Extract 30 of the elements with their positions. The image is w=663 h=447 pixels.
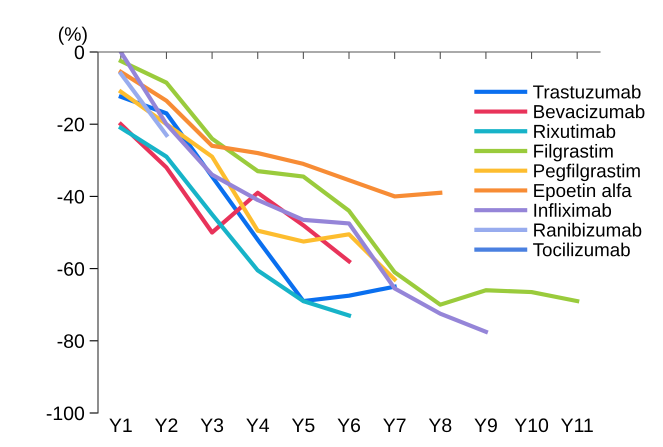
y-tick-label: -60 [58, 262, 84, 276]
legend-label: Bevacizumab [534, 104, 644, 118]
line-series [118, 52, 488, 334]
y-axis-title: (%) [58, 26, 87, 45]
x-tick-label: Y1 [109, 418, 132, 432]
line-series [118, 126, 352, 318]
x-tick-label: Y2 [154, 418, 178, 432]
line-series [118, 70, 442, 198]
legend-label: Tocilizumab [533, 242, 630, 256]
y-tick-label: 0 [74, 45, 84, 60]
x-tick-label: Y8 [428, 418, 452, 432]
legend-label: Trastuzumab [533, 84, 641, 99]
legend-label: Infliximab [534, 203, 612, 217]
x-tick-label: Y7 [383, 418, 406, 432]
legend-label: Rixutimab [534, 124, 616, 138]
x-tick-label: Y4 [246, 418, 270, 432]
legend-label: Ranibizumab [534, 222, 642, 237]
x-tick-label: Y9 [474, 418, 497, 432]
x-tick-label: Y6 [338, 418, 360, 432]
x-tick-label: Y10 [514, 418, 548, 432]
x-tick-label: Y11 [561, 418, 593, 432]
y-tick-label: -100 [46, 406, 84, 420]
y-tick-label: -40 [58, 190, 84, 204]
x-tick-label: Y3 [200, 418, 224, 432]
legend-label: Pegfilgrastim [534, 164, 640, 182]
y-tick-label: -20 [58, 118, 84, 132]
x-tick-label: Y5 [292, 418, 314, 432]
y-tick-label: -80 [58, 334, 84, 348]
legend-label: Epoetin alfa [534, 183, 632, 201]
legend-label: Filgrastim [534, 144, 613, 162]
